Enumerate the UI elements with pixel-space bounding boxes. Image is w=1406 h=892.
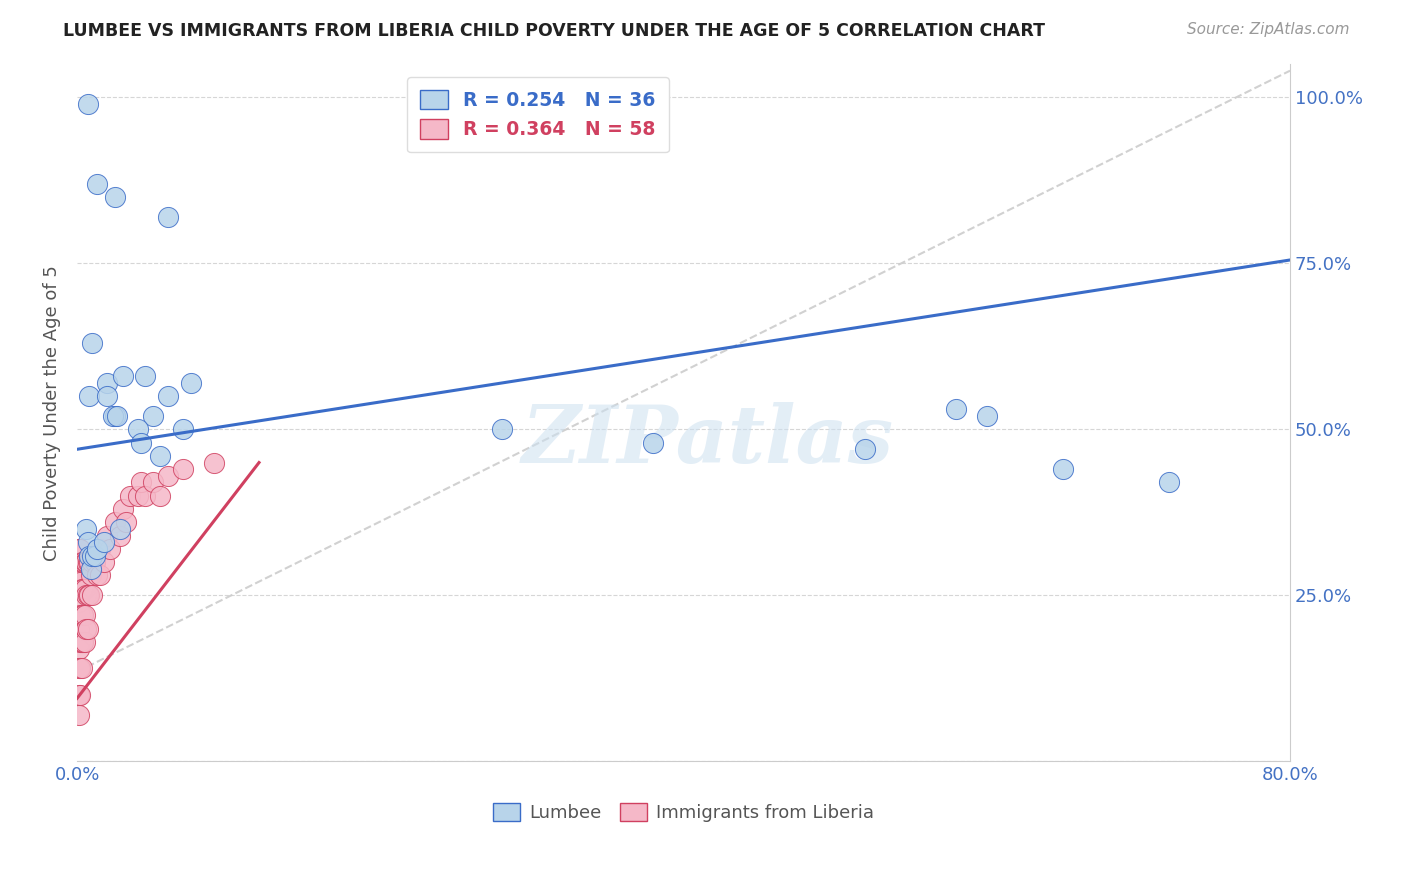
Point [82,336,104,351]
Point [129,435,152,450]
Point [1157,475,1180,490]
Text: Source: ZipAtlas.com: Source: ZipAtlas.com [1187,22,1350,37]
Point [77,588,100,602]
Point [100,541,122,556]
Point [491,422,513,436]
Point [142,475,165,490]
Point [67,641,90,656]
Point [104,409,127,423]
Point [108,522,131,536]
Point [84,549,107,563]
Point [1052,462,1074,476]
Point [105,409,128,423]
Point [104,190,127,204]
Point [80,568,103,582]
Point [80,562,103,576]
Point [76,622,98,636]
Point [72,582,94,596]
Point [73,635,96,649]
Point [129,475,152,490]
Point [134,489,156,503]
Point [96,376,118,390]
Point [72,635,94,649]
Text: LUMBEE VS IMMIGRANTS FROM LIBERIA CHILD POVERTY UNDER THE AGE OF 5 CORRELATION C: LUMBEE VS IMMIGRANTS FROM LIBERIA CHILD … [63,22,1045,40]
Point [114,516,136,530]
Point [86,568,108,582]
Point [643,435,665,450]
Point [172,462,194,476]
Point [96,528,118,542]
Point [93,555,115,569]
Point [67,688,90,702]
Point [945,402,967,417]
Text: ZIPatlas: ZIPatlas [522,402,894,479]
Point [120,489,142,503]
Point [157,389,180,403]
Point [75,622,97,636]
Point [82,549,104,563]
Y-axis label: Child Poverty Under the Age of 5: Child Poverty Under the Age of 5 [44,265,60,561]
Point [67,707,90,722]
Point [103,409,125,423]
Point [69,608,91,623]
Point [70,555,93,569]
Point [70,582,93,596]
Point [149,449,172,463]
Point [82,555,104,569]
Point [76,535,98,549]
Point [70,635,93,649]
Point [89,541,111,556]
Point [108,528,131,542]
Point [172,422,194,436]
Point [855,442,877,457]
Point [67,541,90,556]
Point [96,389,118,403]
Point [72,555,94,569]
Point [77,389,100,403]
Point [84,555,107,569]
Point [69,688,91,702]
Point [149,489,172,503]
Point [69,661,91,675]
Point [202,456,225,470]
Point [180,376,202,390]
Point [75,555,97,569]
Point [127,489,149,503]
Point [976,409,998,423]
Point [134,369,156,384]
Point [70,608,93,623]
Point [93,535,115,549]
Point [157,468,180,483]
Point [104,516,127,530]
Point [73,608,96,623]
Point [70,661,93,675]
Point [67,568,90,582]
Point [76,96,98,111]
Point [77,555,100,569]
Point [86,177,108,191]
Point [73,582,96,596]
Point [111,369,134,384]
Point [75,522,97,536]
Legend: Lumbee, Immigrants from Liberia: Lumbee, Immigrants from Liberia [486,796,882,829]
Point [86,541,108,556]
Point [69,575,91,590]
Point [111,502,134,516]
Point [89,568,111,582]
Point [142,409,165,423]
Point [157,210,180,224]
Point [67,595,90,609]
Point [76,588,98,602]
Point [77,549,100,563]
Point [76,555,98,569]
Point [67,622,90,636]
Point [69,635,91,649]
Point [72,608,94,623]
Point [73,555,96,569]
Point [82,588,104,602]
Point [67,661,90,675]
Point [127,422,149,436]
Point [69,541,91,556]
Point [75,588,97,602]
